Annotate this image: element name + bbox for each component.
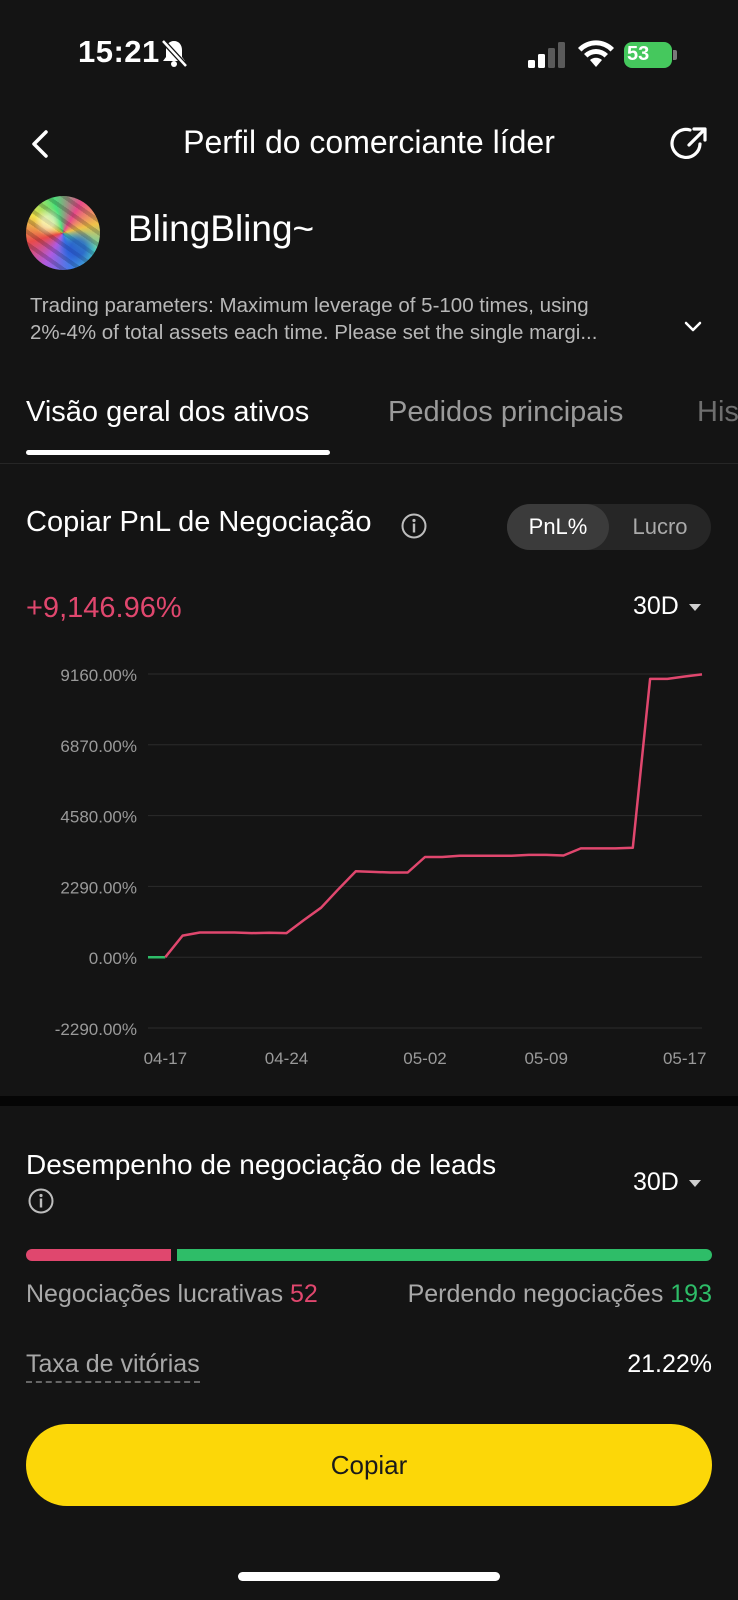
tab-asset-overview[interactable]: Visão geral dos ativos	[26, 396, 310, 428]
cellular-signal-icon	[528, 42, 565, 68]
series-line-pnl	[164, 673, 703, 958]
pnl-period-label: 30D	[633, 592, 679, 620]
info-icon[interactable]	[401, 513, 427, 539]
performance-title: Desempenho de negociação de leads	[26, 1149, 497, 1180]
profitable-trades-count: 52	[290, 1280, 318, 1308]
tab-bar: Visão geral dos ativos Pedidos principai…	[0, 378, 738, 464]
pnl-mode-toggle: PnL% Lucro	[507, 504, 711, 550]
x-tick-label: 05-17	[663, 1049, 706, 1068]
toggle-pnl-percent[interactable]: PnL%	[507, 504, 609, 550]
y-tick-label: 9160.00%	[60, 666, 137, 685]
y-tick-label: 2290.00%	[60, 878, 137, 897]
status-time: 15:21	[78, 34, 160, 69]
caret-down-icon	[688, 1179, 701, 1187]
profitable-ratio-segment	[26, 1249, 171, 1261]
status-bar: 15:21 53	[0, 0, 738, 110]
avatar[interactable]	[26, 196, 100, 270]
profitable-trades: Negociações lucrativas 52	[26, 1280, 318, 1309]
winrate-row: Taxa de vitórias 21.22%	[26, 1350, 712, 1386]
losing-ratio-segment	[177, 1249, 712, 1261]
bell-muted-icon	[161, 39, 188, 68]
caret-down-icon	[688, 603, 701, 611]
win-loss-ratio-bar	[26, 1249, 712, 1261]
pnl-value: +9,146.96%	[26, 592, 182, 624]
x-tick-label: 05-02	[403, 1049, 446, 1068]
page-title: Perfil do comerciante líder	[183, 124, 555, 160]
losing-trades-label: Perdendo negociações	[407, 1280, 664, 1308]
battery-level: 53	[627, 43, 650, 65]
info-icon[interactable]	[28, 1188, 54, 1214]
performance-period-label: 30D	[633, 1168, 679, 1196]
chevron-down-icon[interactable]	[683, 320, 703, 334]
winrate-label[interactable]: Taxa de vitórias	[26, 1350, 200, 1383]
y-tick-label: 6870.00%	[60, 737, 137, 756]
tab-history[interactable]: His	[697, 396, 738, 428]
losing-trades-count: 193	[670, 1280, 712, 1308]
trader-description[interactable]: Trading parameters: Maximum leverage of …	[30, 292, 670, 346]
header: Perfil do comerciante líder	[0, 110, 738, 180]
winrate-value: 21.22%	[627, 1350, 712, 1378]
trade-stats-row: Negociações lucrativas 52 Perdendo negoc…	[26, 1280, 712, 1316]
x-tick-label: 04-24	[265, 1049, 308, 1068]
x-tick-label: 05-09	[524, 1049, 567, 1068]
pnl-section-title: Copiar PnL de Negociação	[26, 506, 372, 538]
tab-main-orders[interactable]: Pedidos principais	[388, 396, 624, 428]
y-tick-label: 4580.00%	[60, 808, 137, 827]
share-icon[interactable]	[670, 124, 710, 164]
home-indicator	[238, 1572, 500, 1581]
trader-profile: BlingBling~	[26, 196, 716, 272]
losing-trades: Perdendo negociações 193	[408, 1280, 712, 1309]
pnl-chart: 9160.00% 6870.00% 4580.00% 2290.00% 0.00% -22…	[0, 652, 738, 1082]
trader-username: BlingBling~	[128, 208, 315, 249]
description-line-1: Trading parameters: Maximum leverage of …	[30, 294, 589, 317]
description-line-2: 2%-4% of total assets each time. Please …	[30, 321, 598, 344]
toggle-profit[interactable]: Lucro	[632, 514, 688, 539]
battery-icon: 53	[624, 42, 677, 68]
performance-period-dropdown[interactable]: 30D	[633, 1168, 701, 1197]
y-tick-label: -2290.00%	[55, 1020, 137, 1039]
pnl-line-chart: 9160.00% 6870.00% 4580.00% 2290.00% 0.00% -22…	[55, 666, 707, 1068]
profitable-trades-label: Negociações lucrativas	[26, 1280, 284, 1308]
x-tick-label: 04-17	[144, 1049, 187, 1068]
copy-button[interactable]: Copiar	[26, 1424, 712, 1506]
back-arrow-icon[interactable]	[26, 124, 62, 164]
y-tick-label: 0.00%	[89, 949, 137, 968]
pnl-period-dropdown[interactable]: 30D	[633, 592, 701, 621]
wifi-icon	[578, 40, 614, 67]
section-divider	[0, 1096, 738, 1106]
active-tab-indicator	[26, 450, 330, 455]
